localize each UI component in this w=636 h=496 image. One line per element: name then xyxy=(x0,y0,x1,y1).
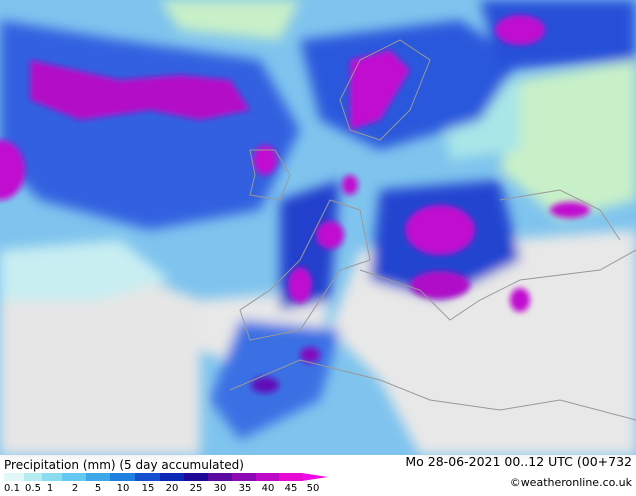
credit: ©weatheronline.co.uk xyxy=(510,476,633,489)
color-bar xyxy=(4,473,328,481)
color-bin xyxy=(110,473,135,481)
color-bin xyxy=(62,473,86,481)
legend-label: 45 xyxy=(285,483,298,494)
map-title: Precipitation (mm) (5 day accumulated) xyxy=(4,458,244,472)
color-bin xyxy=(232,473,256,481)
legend-label: 0.5 xyxy=(25,483,41,494)
coastlines xyxy=(229,39,636,421)
color-bin xyxy=(160,473,184,481)
color-bin xyxy=(256,473,279,481)
color-bin xyxy=(184,473,208,481)
legend-label: 25 xyxy=(190,483,203,494)
legend-label: 0.1 xyxy=(4,483,20,494)
legend-labels: 0.1 0.5 1 2 5 10 15 20 25 30 35 40 45 50 xyxy=(4,483,319,494)
legend-label: 1 xyxy=(47,483,53,494)
map xyxy=(0,0,636,455)
legend-label: 2 xyxy=(72,483,78,494)
legend-label: 50 xyxy=(307,483,320,494)
color-bin xyxy=(42,473,62,481)
legend: Precipitation (mm) (5 day accumulated) M… xyxy=(4,454,633,494)
color-bin xyxy=(4,473,24,481)
legend-label: 5 xyxy=(95,483,101,494)
color-bin xyxy=(24,473,42,481)
legend-label: 35 xyxy=(239,483,252,494)
color-bin xyxy=(279,473,302,481)
color-bin xyxy=(86,473,110,481)
legend-label: 10 xyxy=(117,483,130,494)
heavy-precip xyxy=(0,15,590,393)
color-bin xyxy=(135,473,160,481)
legend-label: 30 xyxy=(214,483,227,494)
legend-label: 40 xyxy=(262,483,275,494)
legend-label: 15 xyxy=(142,483,155,494)
run-time: Mo 28-06-2021 00..12 UTC (00+732 xyxy=(405,454,632,469)
legend-label: 20 xyxy=(166,483,179,494)
color-bin xyxy=(208,473,232,481)
color-bin xyxy=(302,473,328,481)
